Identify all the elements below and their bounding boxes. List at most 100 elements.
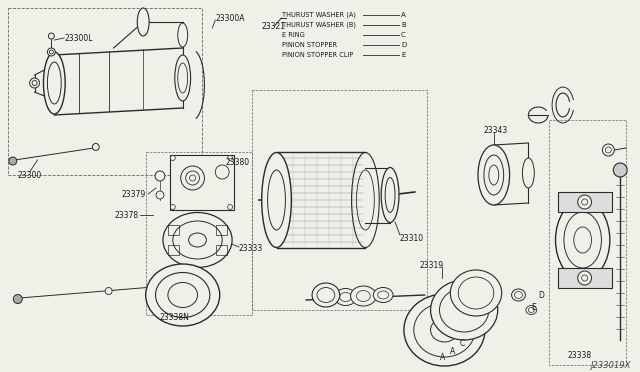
Circle shape: [170, 205, 175, 209]
Text: J233019X: J233019X: [591, 360, 631, 369]
Ellipse shape: [511, 289, 525, 301]
Ellipse shape: [378, 291, 388, 299]
Circle shape: [186, 171, 200, 185]
Text: 23380: 23380: [225, 157, 250, 167]
Ellipse shape: [458, 277, 494, 309]
Circle shape: [49, 33, 54, 39]
Text: C: C: [401, 32, 406, 38]
Circle shape: [602, 144, 614, 156]
Text: B: B: [401, 22, 406, 28]
Circle shape: [578, 195, 591, 209]
Ellipse shape: [156, 273, 210, 317]
Circle shape: [29, 78, 40, 88]
Circle shape: [156, 191, 164, 199]
Text: 23319: 23319: [420, 260, 444, 269]
Ellipse shape: [268, 170, 285, 230]
Text: PINION STOPPER: PINION STOPPER: [282, 42, 337, 48]
Circle shape: [613, 163, 627, 177]
Bar: [168, 245, 179, 255]
Ellipse shape: [484, 155, 504, 195]
Ellipse shape: [321, 295, 330, 301]
Ellipse shape: [404, 294, 485, 366]
Ellipse shape: [163, 212, 232, 267]
Ellipse shape: [173, 221, 222, 259]
Ellipse shape: [515, 292, 522, 298]
Ellipse shape: [431, 318, 458, 342]
Ellipse shape: [262, 153, 291, 247]
Circle shape: [47, 48, 55, 56]
Text: E RING: E RING: [282, 32, 305, 38]
Text: 23300A: 23300A: [215, 13, 244, 22]
Bar: [216, 225, 227, 235]
Circle shape: [582, 199, 588, 205]
Circle shape: [9, 157, 17, 165]
Text: A: A: [440, 353, 445, 362]
Ellipse shape: [440, 288, 489, 332]
Circle shape: [155, 171, 165, 181]
Ellipse shape: [414, 303, 475, 357]
Circle shape: [215, 165, 229, 179]
Text: 23343: 23343: [484, 125, 508, 135]
Ellipse shape: [381, 167, 399, 222]
Circle shape: [180, 166, 204, 190]
Ellipse shape: [529, 308, 534, 312]
Ellipse shape: [351, 286, 376, 306]
Ellipse shape: [178, 23, 188, 47]
Ellipse shape: [451, 270, 502, 316]
Ellipse shape: [317, 288, 335, 302]
Circle shape: [105, 288, 112, 295]
Circle shape: [189, 175, 196, 181]
Ellipse shape: [526, 305, 537, 314]
Ellipse shape: [356, 291, 371, 301]
Circle shape: [228, 155, 232, 160]
Text: C: C: [460, 340, 465, 349]
Ellipse shape: [385, 177, 395, 212]
Text: 23333: 23333: [239, 244, 263, 253]
Circle shape: [578, 271, 591, 285]
Text: A: A: [450, 347, 455, 356]
Text: 23338: 23338: [568, 350, 592, 359]
Ellipse shape: [335, 289, 356, 305]
Text: E: E: [401, 52, 405, 58]
Ellipse shape: [137, 8, 149, 36]
Ellipse shape: [574, 227, 591, 253]
Text: THURUST WASHER (A): THURUST WASHER (A): [282, 12, 356, 18]
Circle shape: [92, 144, 99, 151]
Text: D: D: [538, 292, 544, 301]
Bar: [558, 268, 612, 288]
Ellipse shape: [146, 264, 220, 326]
Text: 23338N: 23338N: [160, 314, 190, 323]
Ellipse shape: [556, 200, 610, 280]
Bar: [216, 245, 227, 255]
Ellipse shape: [44, 52, 65, 114]
Ellipse shape: [522, 158, 534, 188]
Ellipse shape: [373, 288, 393, 302]
Text: A: A: [401, 12, 406, 18]
Text: E: E: [531, 302, 536, 311]
Ellipse shape: [312, 283, 340, 307]
Text: 23378: 23378: [114, 211, 138, 219]
Ellipse shape: [178, 63, 188, 93]
Text: 23300: 23300: [18, 170, 42, 180]
Ellipse shape: [47, 62, 61, 104]
Ellipse shape: [189, 233, 207, 247]
Circle shape: [13, 295, 22, 304]
Ellipse shape: [478, 145, 509, 205]
Ellipse shape: [431, 280, 498, 340]
Circle shape: [32, 80, 37, 86]
Text: D: D: [401, 42, 406, 48]
Bar: [558, 192, 612, 212]
Text: 23300L: 23300L: [64, 33, 93, 42]
Text: 23321: 23321: [262, 22, 285, 31]
Text: 23310: 23310: [400, 234, 424, 243]
Circle shape: [582, 275, 588, 281]
Ellipse shape: [317, 291, 335, 305]
Text: 23379: 23379: [122, 189, 146, 199]
Bar: [170, 155, 234, 210]
Circle shape: [228, 205, 232, 209]
Bar: [168, 225, 179, 235]
Ellipse shape: [168, 282, 198, 308]
Ellipse shape: [489, 165, 499, 185]
Circle shape: [170, 155, 175, 160]
Ellipse shape: [340, 292, 351, 301]
